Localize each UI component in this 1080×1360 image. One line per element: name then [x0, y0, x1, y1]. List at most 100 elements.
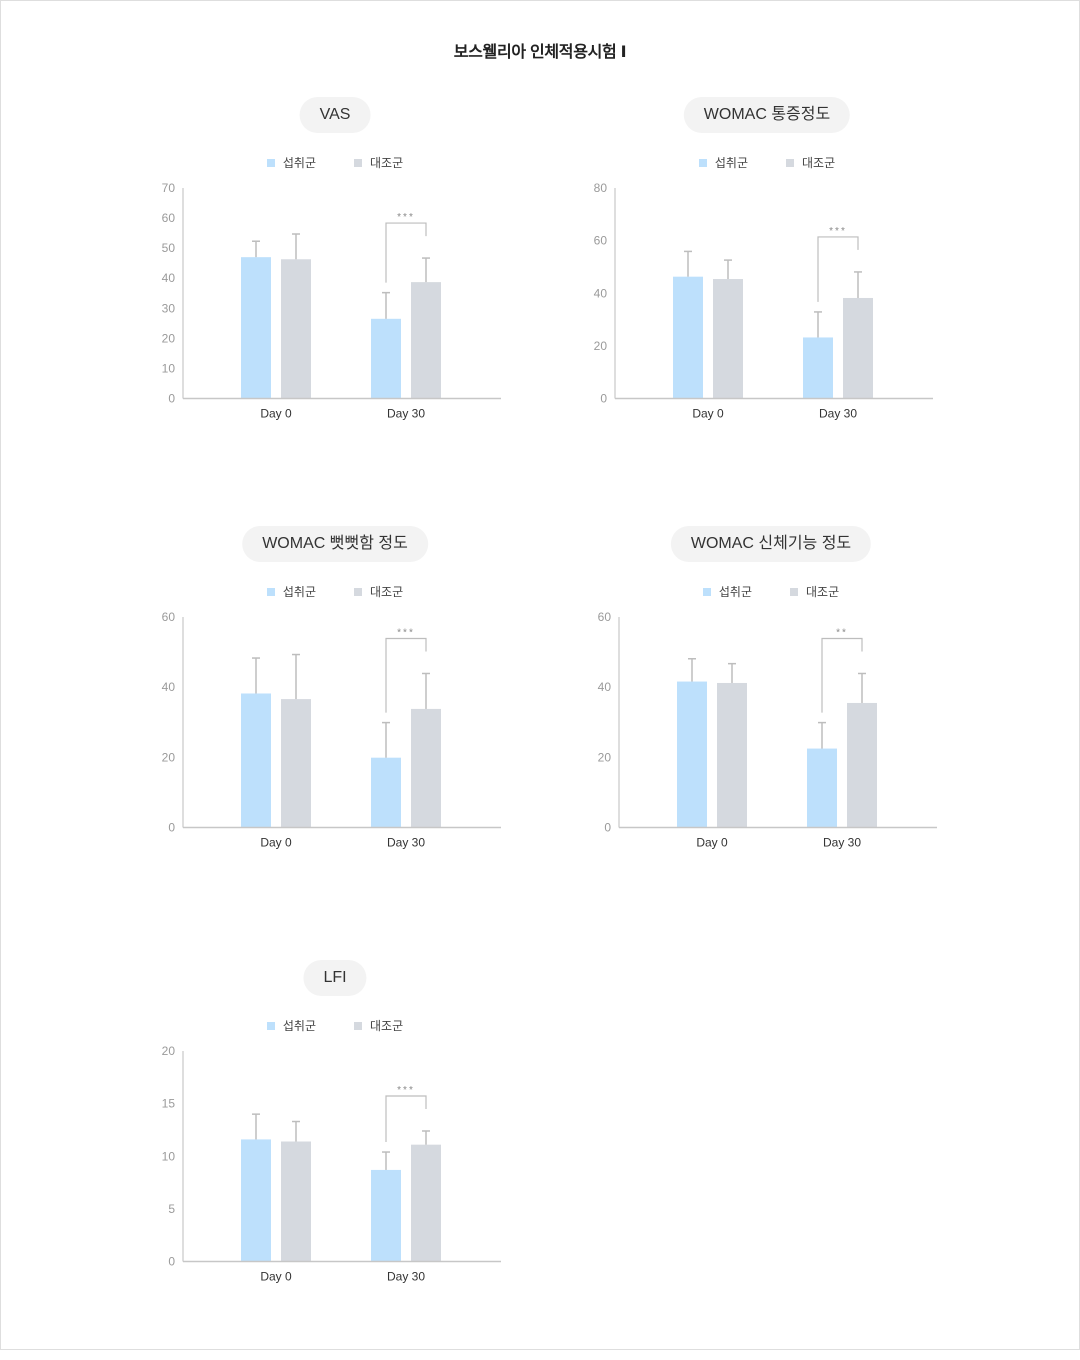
y-tick-label: 70: [162, 181, 176, 195]
bar-plot: 0 5 10 15 20 Day 0 Day 30 ***: [162, 1044, 501, 1284]
y-tick-label: 40: [162, 271, 176, 285]
y-tick-label: 20: [162, 1044, 176, 1058]
y-tick-label: 60: [598, 610, 612, 624]
legend-swatch-intake: [266, 158, 275, 167]
significance-bracket: [817, 236, 859, 302]
chart-legend: 섭취군 대조군: [115, 154, 555, 171]
chart-title-pill: LFI: [303, 960, 367, 996]
y-tick-label: 40: [598, 680, 612, 694]
legend-label-intake: 섭취군: [714, 156, 748, 170]
legend-swatch-control: [354, 158, 362, 167]
legend-item-control: 대조군: [354, 1017, 403, 1034]
x-category-label: Day 30: [387, 1270, 425, 1284]
bar: [847, 702, 877, 828]
y-tick-label: 10: [162, 1149, 176, 1163]
y-tick-label: 0: [600, 392, 607, 406]
legend-swatch-intake: [266, 587, 275, 596]
x-category-label: Day 0: [696, 836, 728, 850]
chart-title-pill: WOMAC 신체기능 정도: [670, 526, 872, 562]
bar: [281, 1141, 311, 1262]
legend-item-intake: 섭취군: [698, 154, 748, 171]
significance-stars: ***: [829, 226, 847, 237]
legend-item-intake: 섭취군: [266, 583, 316, 600]
chart-lfi: LFI 섭취군 대조군 0 5 10 15 20 Day 0 Day 30 ***: [115, 960, 555, 1360]
y-tick-label: 20: [162, 331, 176, 345]
legend-swatch-control: [354, 587, 362, 596]
y-tick-label: 60: [162, 610, 176, 624]
x-category-label: Day 30: [387, 836, 425, 850]
legend-swatch-intake: [266, 1021, 275, 1030]
bar: [241, 693, 271, 828]
legend-item-intake: 섭취군: [266, 1017, 316, 1034]
bar: [843, 297, 873, 399]
x-category-label: Day 0: [260, 1270, 292, 1284]
bar-plot: 0 10 20 30 40 50 60 70 Day 0 Day 30 ***: [162, 181, 501, 421]
bar: [241, 257, 271, 399]
y-tick-label: 60: [594, 234, 608, 248]
chart-legend: 섭취군 대조군: [551, 583, 991, 600]
legend-item-control: 대조군: [354, 154, 403, 171]
y-tick-label: 0: [168, 821, 175, 835]
bar: [717, 682, 747, 828]
legend-item-intake: 섭취군: [702, 583, 752, 600]
bar-plot: 0 20 40 60 Day 0 Day 30 **: [598, 610, 937, 850]
chart-womac-pain: WOMAC 통증정도 섭취군 대조군 0 20 40 60 80 Day 0 Day 30 *…: [547, 97, 987, 497]
legend-item-control: 대조군: [354, 583, 403, 600]
bar: [371, 1169, 401, 1262]
x-category-label: Day 30: [387, 407, 425, 421]
y-tick-label: 5: [168, 1202, 175, 1216]
legend-label-intake: 섭취군: [282, 585, 316, 599]
x-category-label: Day 0: [260, 836, 292, 850]
y-tick-label: 80: [594, 181, 608, 195]
bar: [677, 681, 707, 828]
bar: [807, 748, 837, 828]
legend-swatch-control: [786, 158, 794, 167]
legend-label-control: 대조군: [370, 1019, 404, 1033]
legend-label-intake: 섭취군: [718, 585, 752, 599]
y-tick-label: 60: [162, 211, 176, 225]
significance-bracket: [385, 1095, 427, 1143]
x-category-label: Day 0: [692, 407, 724, 421]
y-tick-label: 10: [162, 361, 176, 375]
y-tick-label: 50: [162, 241, 176, 255]
significance-bracket: [385, 222, 427, 283]
bar: [281, 259, 311, 399]
y-tick-label: 0: [168, 392, 175, 406]
x-category-label: Day 30: [823, 836, 861, 850]
chart-vas: VAS 섭취군 대조군 0 10 20 30 40 50 60 70 Day 0 Day 30 **…: [115, 97, 555, 497]
y-tick-label: 20: [162, 750, 176, 764]
y-tick-label: 0: [604, 821, 611, 835]
bar: [713, 279, 743, 399]
bar: [673, 276, 703, 399]
legend-label-control: 대조군: [370, 156, 404, 170]
x-category-label: Day 30: [819, 407, 857, 421]
significance-stars: **: [836, 627, 848, 638]
legend-swatch-control: [354, 1021, 362, 1030]
legend-item-intake: 섭취군: [266, 154, 316, 171]
legend-label-control: 대조군: [370, 585, 404, 599]
chart-title-pill: WOMAC 통증정도: [683, 97, 851, 133]
bar-plot: 0 20 40 60 Day 0 Day 30 ***: [162, 610, 501, 850]
bar: [411, 282, 441, 399]
significance-bracket: [821, 637, 863, 713]
bar-plot: 0 20 40 60 80 Day 0 Day 30 ***: [594, 181, 933, 421]
bar: [411, 708, 441, 828]
y-tick-label: 20: [598, 750, 612, 764]
y-tick-label: 0: [168, 1255, 175, 1269]
chart-legend: 섭취군 대조군: [115, 583, 555, 600]
legend-swatch-intake: [702, 587, 711, 596]
significance-bracket: [385, 637, 427, 713]
chart-legend: 섭취군 대조군: [115, 1017, 555, 1034]
chart-title-pill: VAS: [299, 97, 371, 133]
legend-label-control: 대조군: [806, 585, 840, 599]
bar: [411, 1144, 441, 1262]
chart-womac-function: WOMAC 신체기능 정도 섭취군 대조군 0 20 40 60 Day 0 Day 30…: [551, 526, 991, 926]
legend-item-control: 대조군: [786, 154, 835, 171]
legend-swatch-intake: [698, 158, 707, 167]
bar: [281, 699, 311, 828]
chart-legend: 섭취군 대조군: [547, 154, 987, 171]
y-tick-label: 20: [594, 339, 608, 353]
significance-stars: ***: [397, 212, 415, 223]
x-category-label: Day 0: [260, 407, 292, 421]
y-tick-label: 40: [162, 680, 176, 694]
